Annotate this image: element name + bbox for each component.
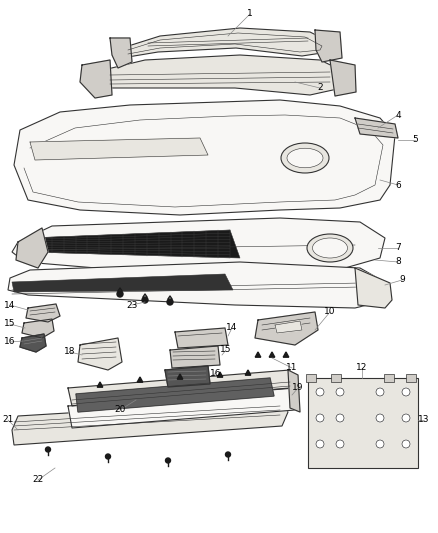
Polygon shape [30, 138, 208, 160]
Circle shape [376, 388, 384, 396]
Circle shape [166, 458, 170, 463]
Polygon shape [137, 377, 143, 382]
Text: 19: 19 [292, 384, 304, 392]
Polygon shape [26, 304, 60, 322]
Polygon shape [165, 366, 210, 387]
Text: 15: 15 [220, 345, 232, 354]
Text: 16: 16 [4, 337, 16, 346]
Text: 8: 8 [395, 257, 401, 266]
Polygon shape [330, 60, 356, 96]
Circle shape [142, 297, 148, 303]
Text: 5: 5 [412, 135, 418, 144]
Circle shape [402, 414, 410, 422]
FancyBboxPatch shape [306, 374, 316, 382]
Text: 6: 6 [395, 181, 401, 190]
Ellipse shape [281, 143, 329, 173]
Circle shape [336, 388, 344, 396]
Polygon shape [255, 312, 318, 345]
Polygon shape [14, 100, 395, 215]
Polygon shape [315, 30, 342, 62]
Polygon shape [177, 374, 183, 379]
Text: 13: 13 [418, 416, 430, 424]
Polygon shape [22, 319, 54, 338]
Ellipse shape [307, 234, 353, 262]
Polygon shape [355, 268, 392, 308]
Circle shape [106, 454, 110, 459]
Polygon shape [12, 400, 288, 445]
Polygon shape [97, 382, 103, 387]
Circle shape [336, 440, 344, 448]
Polygon shape [170, 346, 220, 368]
Text: 22: 22 [32, 475, 44, 484]
Circle shape [316, 414, 324, 422]
Circle shape [117, 291, 123, 297]
Polygon shape [68, 388, 295, 428]
Polygon shape [16, 228, 48, 268]
Text: 7: 7 [395, 244, 401, 253]
Circle shape [226, 452, 230, 457]
Text: 1: 1 [247, 10, 253, 19]
Polygon shape [8, 262, 390, 308]
Polygon shape [308, 378, 418, 468]
Text: 21: 21 [2, 416, 14, 424]
Text: 11: 11 [286, 364, 298, 373]
Text: 9: 9 [399, 276, 405, 285]
Polygon shape [28, 230, 240, 258]
FancyBboxPatch shape [331, 374, 341, 382]
Text: 23: 23 [126, 301, 138, 310]
Text: 4: 4 [395, 110, 401, 119]
Circle shape [316, 440, 324, 448]
Text: 15: 15 [4, 319, 16, 328]
Polygon shape [95, 55, 345, 95]
Circle shape [376, 414, 384, 422]
Polygon shape [245, 370, 251, 375]
Polygon shape [80, 60, 112, 98]
Circle shape [316, 388, 324, 396]
FancyBboxPatch shape [384, 374, 394, 382]
Polygon shape [122, 28, 330, 58]
Circle shape [167, 299, 173, 305]
Polygon shape [76, 378, 274, 412]
Polygon shape [78, 338, 122, 370]
Text: 14: 14 [226, 324, 238, 333]
Ellipse shape [287, 148, 323, 168]
Circle shape [336, 414, 344, 422]
Ellipse shape [312, 238, 347, 258]
Polygon shape [12, 274, 233, 292]
Text: 20: 20 [114, 406, 126, 415]
Text: 16: 16 [210, 368, 222, 377]
Circle shape [402, 388, 410, 396]
FancyBboxPatch shape [406, 374, 416, 382]
Text: 12: 12 [356, 364, 367, 373]
Polygon shape [20, 334, 46, 352]
Circle shape [46, 447, 50, 452]
Polygon shape [110, 38, 132, 68]
Polygon shape [12, 218, 385, 272]
Polygon shape [283, 352, 289, 357]
Polygon shape [288, 370, 300, 412]
Text: 14: 14 [4, 301, 16, 310]
Polygon shape [217, 372, 223, 377]
Polygon shape [269, 352, 275, 357]
Text: 10: 10 [324, 308, 336, 317]
Polygon shape [175, 328, 228, 348]
Polygon shape [68, 370, 295, 406]
Polygon shape [275, 321, 302, 333]
Circle shape [376, 440, 384, 448]
Circle shape [402, 440, 410, 448]
Text: 2: 2 [317, 84, 323, 93]
Polygon shape [355, 118, 398, 138]
Text: 18: 18 [64, 348, 76, 357]
Polygon shape [255, 352, 261, 357]
